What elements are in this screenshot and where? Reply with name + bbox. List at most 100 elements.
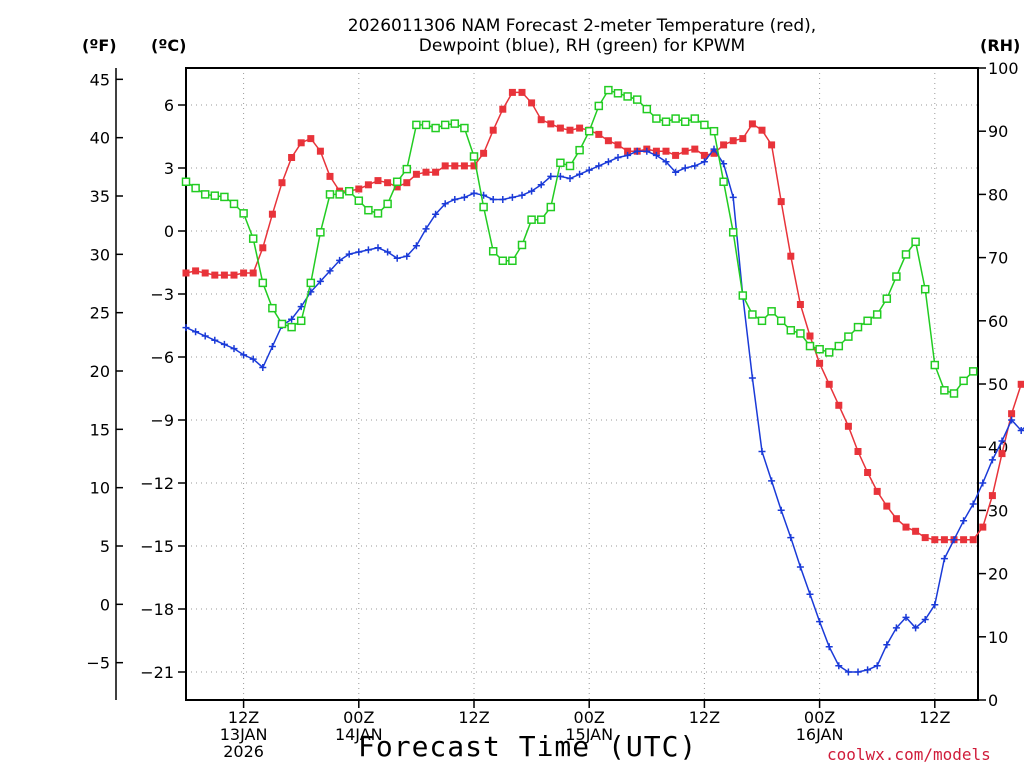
temperature-point — [211, 271, 219, 279]
dewpoint-point — [700, 158, 708, 166]
dewpoint-point — [441, 200, 449, 208]
rh-point — [805, 341, 815, 351]
fahrenheit-tick-label: 25 — [90, 304, 110, 323]
temperature-point — [393, 183, 401, 191]
dewpoint-point — [201, 332, 209, 340]
temperature-point — [787, 252, 795, 260]
dewpoint-point — [998, 437, 1006, 445]
rh-point — [220, 192, 229, 202]
rh-point — [853, 322, 863, 332]
rh-point — [268, 303, 277, 313]
dewpoint-point — [748, 374, 756, 382]
celsius-tick-label: −6 — [150, 348, 174, 367]
temperature-point — [230, 271, 238, 279]
credit-link[interactable]: coolwx.com/models — [827, 745, 991, 764]
temperature-point — [604, 137, 612, 145]
temperature-point — [441, 162, 449, 170]
celsius-tick-label: −12 — [140, 474, 174, 493]
rh-point — [191, 183, 200, 193]
temperature-point — [556, 124, 564, 132]
fahrenheit-tick-label: 0 — [100, 595, 110, 614]
dewpoint-point — [489, 196, 497, 203]
rh-point — [863, 316, 872, 326]
rh-point — [364, 205, 373, 215]
rh-tick-label: 10 — [988, 628, 1008, 647]
temperature-point — [566, 126, 574, 134]
dewpoint-point — [355, 248, 363, 256]
celsius-unit-label: (ºC) — [151, 36, 187, 55]
rh-point — [776, 316, 786, 326]
dewpoint-point — [873, 662, 881, 670]
dewpoint-point — [816, 618, 824, 626]
rh-point — [421, 120, 431, 130]
rh-point — [508, 256, 517, 266]
rh-point — [700, 120, 709, 130]
fahrenheit-tick-label: 20 — [90, 362, 110, 381]
temperature-point — [748, 120, 756, 128]
dewpoint-point — [393, 254, 401, 262]
temperature-point — [624, 147, 632, 155]
celsius-tick-label: −9 — [150, 411, 174, 430]
rh-point — [882, 294, 892, 303]
temperature-line — [185, 91, 1024, 541]
x-tick-label: 12Z — [228, 708, 259, 727]
dewpoint-point — [508, 193, 516, 201]
x-tick-label: 12Z — [919, 708, 950, 727]
rh-point — [479, 202, 488, 212]
temperature-point — [700, 151, 708, 159]
rh-unit-label: (RH) — [980, 36, 1021, 55]
rh-point — [277, 319, 287, 329]
dewpoint-point — [182, 324, 190, 332]
dewpoint-point — [844, 668, 852, 676]
dewpoint-point — [988, 456, 996, 464]
fahrenheit-tick-label: 10 — [90, 479, 110, 498]
dewpoint-point — [384, 248, 392, 256]
celsius-tick-label: 6 — [164, 96, 174, 115]
rh-point — [719, 177, 728, 187]
dewpoint-point — [604, 158, 612, 166]
rh-point — [661, 117, 671, 126]
rh-tick-label: 80 — [988, 185, 1008, 204]
rh-point — [632, 95, 642, 104]
dewpoint-point — [931, 601, 939, 609]
temperature-point — [249, 269, 257, 277]
grid-lines — [186, 68, 978, 700]
dewpoint-point — [883, 641, 891, 649]
dewpoint-point — [403, 252, 411, 260]
rh-tick-label: 60 — [988, 312, 1008, 331]
temperature-point — [854, 448, 862, 455]
dewpoint-point — [710, 145, 718, 153]
temperature-point — [816, 359, 824, 367]
temperature-point — [998, 450, 1006, 458]
plot-frame — [185, 67, 979, 701]
rh-point — [498, 256, 508, 266]
temperature-point — [835, 401, 843, 409]
dewpoint-point — [345, 250, 353, 258]
temperature-point — [470, 162, 478, 170]
dewpoint-point — [633, 147, 641, 155]
rh-point — [316, 228, 325, 237]
dewpoint-point — [499, 196, 507, 203]
rh-point — [796, 329, 805, 338]
x-tick-label: 16JAN — [796, 725, 844, 744]
rh-point — [949, 389, 959, 398]
rh-point — [460, 123, 469, 133]
rh-point — [450, 119, 460, 128]
dewpoint-point — [835, 662, 843, 670]
fahrenheit-tick-label: 30 — [90, 245, 110, 264]
temperature-point — [883, 502, 891, 510]
dewpoint-point — [288, 315, 296, 323]
temperature-point — [508, 88, 516, 96]
rh-tick-label: 90 — [988, 122, 1008, 141]
rh-point — [594, 101, 604, 111]
celsius-tick-label: −15 — [140, 537, 174, 556]
rh-tick-label: 30 — [988, 501, 1008, 520]
temperature-point — [614, 141, 622, 149]
dewpoint-point — [864, 666, 872, 674]
rh-point — [556, 158, 565, 168]
rh-point — [306, 278, 316, 288]
temperature-point — [182, 269, 190, 277]
rh-point — [200, 190, 210, 199]
celsius-tick-label: 0 — [164, 222, 174, 241]
axis-ticks: 630−3−6−9−12−15−18−21454035302520151050−… — [86, 59, 1018, 761]
